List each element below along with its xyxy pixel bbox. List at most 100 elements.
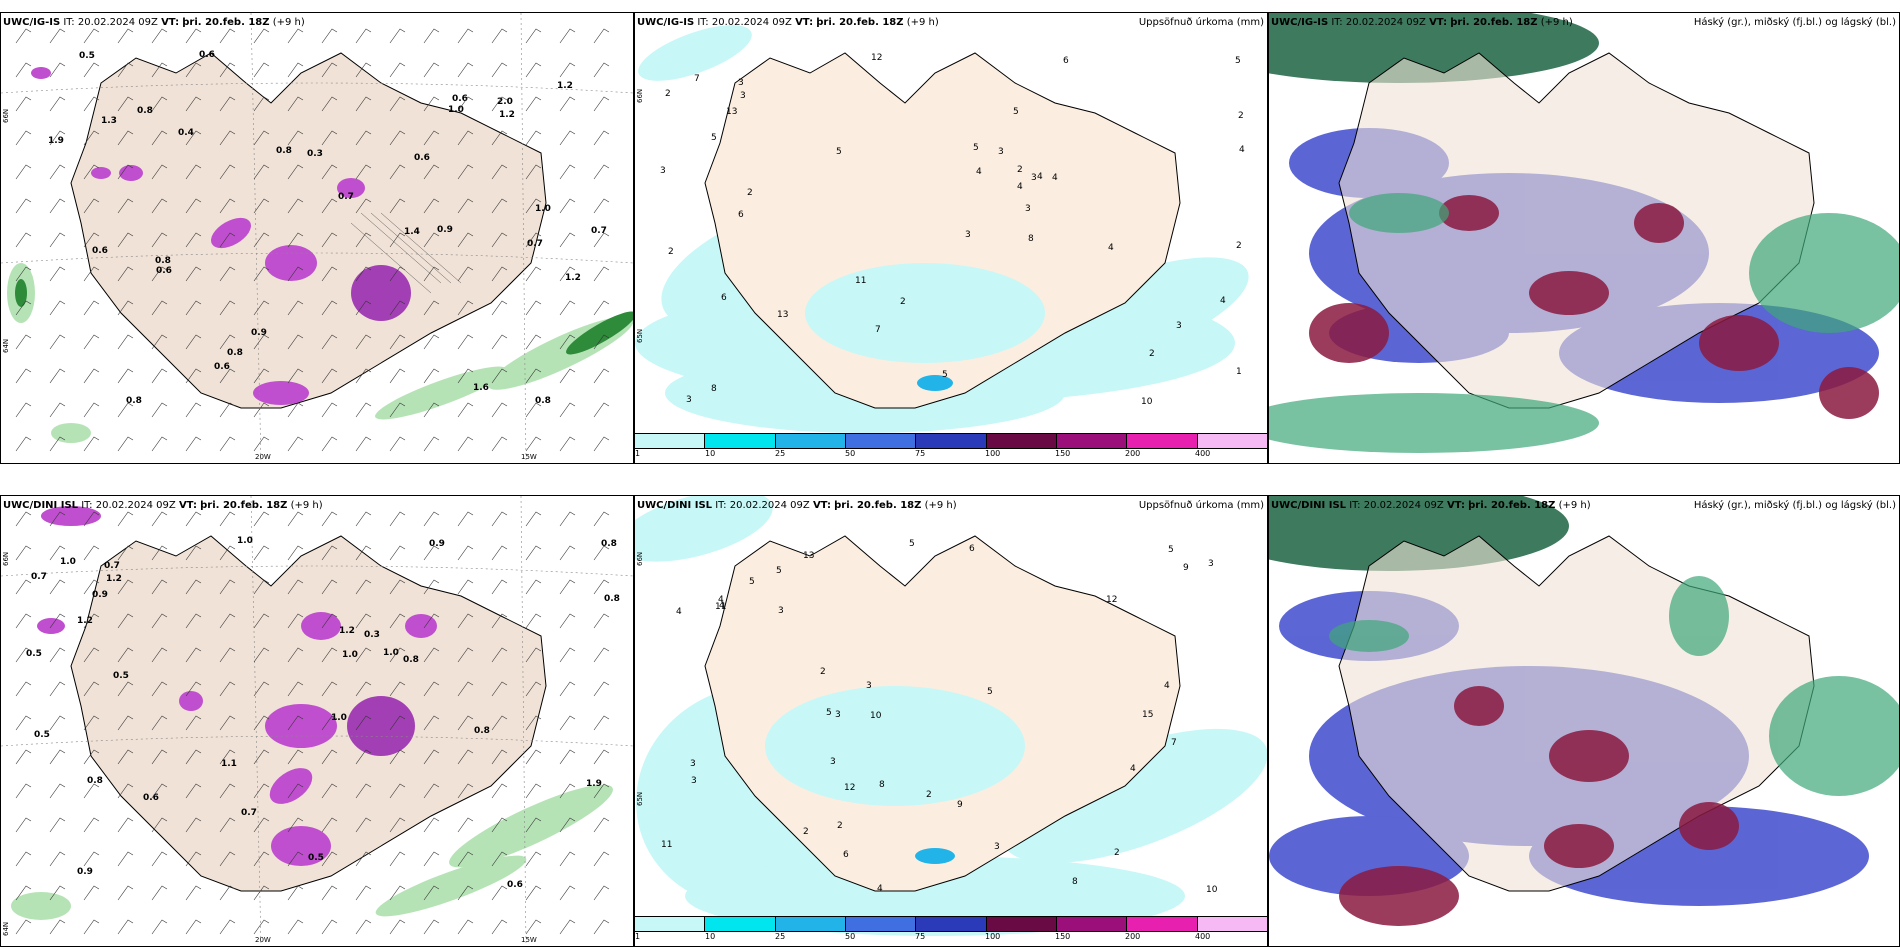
wind-barb-icon [457,681,474,697]
land-precip-area [805,263,1045,363]
wind-barb-icon [389,749,406,765]
wind-barb-icon [525,368,542,384]
wind-barb-icon [491,647,508,663]
wind-barb-icon [321,198,338,214]
value-label: 5 [1013,107,1019,117]
wind-barb-icon [219,647,236,663]
wind-barb-icon [83,300,100,316]
colorbar-swatch [775,917,846,931]
wind-barb-icon [593,232,610,248]
value-label: 5 [942,370,948,380]
wind-barb-icon [491,198,508,214]
wind-barb-icon [185,28,202,44]
value-label: 4 [1108,243,1114,253]
value-label: 2 [1238,111,1244,121]
value-label: 0.3 [364,630,380,640]
wind-barb-icon [457,62,474,78]
map-wind-dini: 1.1 1.0 0.8 0.5 0.8 1.2 0.8 0.7 1.0 0.8 1.2 1.0 1.9 0… [1,496,633,946]
wind-barb-icon [253,266,270,282]
wind-barb-icon [389,647,406,663]
wind-barb-icon [253,885,270,901]
wind-barb-icon [559,62,576,78]
grid-lines [1,496,633,946]
wind-barb-icon [117,130,134,146]
wind-barb-icon [49,436,66,452]
wind-barb-icon [287,919,304,935]
wind-barb-icon [321,96,338,112]
value-label: 0.6 [92,246,108,256]
value-label: 8 [1028,234,1034,244]
wind-barb-icon [15,164,32,180]
value-label: 4 [877,884,883,894]
wind-barb-icon [457,817,474,833]
value-label: 6 [843,850,849,860]
wind-barb-icon [253,681,270,697]
wind-barb-icon [185,300,202,316]
wind-barb-icon [219,164,236,180]
value-label: 3 [1031,173,1037,183]
value-label: 3 [690,759,696,769]
wind-barb-icon [185,783,202,799]
wind-barb-icon [355,749,372,765]
wind-barb-icon [321,28,338,44]
wind-barb-icon [219,368,236,384]
wind-barb-icon [389,579,406,595]
lat-label-66n: 66N [2,551,10,566]
wind-barb-icon [185,334,202,350]
wind-barb-icon [355,232,372,248]
wind-barb-icon [185,436,202,452]
colorbar-tick-label: 25 [775,449,786,458]
wind-barb-icon [151,851,168,867]
wind-barb-icon [355,198,372,214]
wind-barb-icon [253,783,270,799]
wind-barb-icon [593,885,610,901]
value-label: 1.0 [237,536,253,546]
wind-barb-icon [321,783,338,799]
wind-barb-icon [219,62,236,78]
colorbar-tick-label: 200 [1125,449,1141,458]
wind-barb-icon [287,783,304,799]
high-cloud-area [1269,13,1599,83]
value-label: 1.1 [221,759,237,769]
wind-barb-icon [321,511,338,527]
value-label: 0.8 [474,726,490,736]
wind-barb-icon [559,232,576,248]
wind-barb-icon [287,232,304,248]
wind-barb-icon [151,402,168,418]
wind-barb-icon [559,613,576,629]
wind-barb-icon [491,545,508,561]
value-label: 4 [1037,172,1043,182]
colorbar-swatch [1197,917,1267,931]
wind-barb-icon [321,402,338,418]
wind-barb-icon [49,817,66,833]
wind-barb-icon [219,96,236,112]
wind-barb-icon [423,232,440,248]
wind-barb-icon [559,164,576,180]
value-label: 5 [826,708,832,718]
wind-barb-icon [287,749,304,765]
wind-barb-icon [15,715,32,731]
precip-max [917,375,953,391]
value-label: 0.6 [414,153,430,163]
wind-barb-icon [491,28,508,44]
wind-barb-icon [83,817,100,833]
value-label: 0.7 [591,226,607,236]
green-cloud-bands [1269,193,1899,453]
wind-barb-icon [389,919,406,935]
panel-header: UWC/IG-IS IT: 20.02.2024 09Z VT: þri. 20… [3,17,305,28]
wind-barb-icon [15,681,32,697]
value-label: 0.8 [87,776,103,786]
wind-barb-icon [355,783,372,799]
coastline-hatch [350,212,462,294]
wind-barb-icon [117,334,134,350]
value-label: 4 [718,595,724,605]
value-label: 0.9 [92,590,108,600]
wind-barb-icon [355,545,372,561]
wind-barb-icon [559,402,576,418]
wind-barb-icon [15,545,32,561]
wind-barb-icon [15,130,32,146]
wind-barb-icon [457,402,474,418]
wind-barb-icon [593,579,610,595]
wind-barb-icon [389,436,406,452]
value-label: 1.0 [448,105,464,115]
